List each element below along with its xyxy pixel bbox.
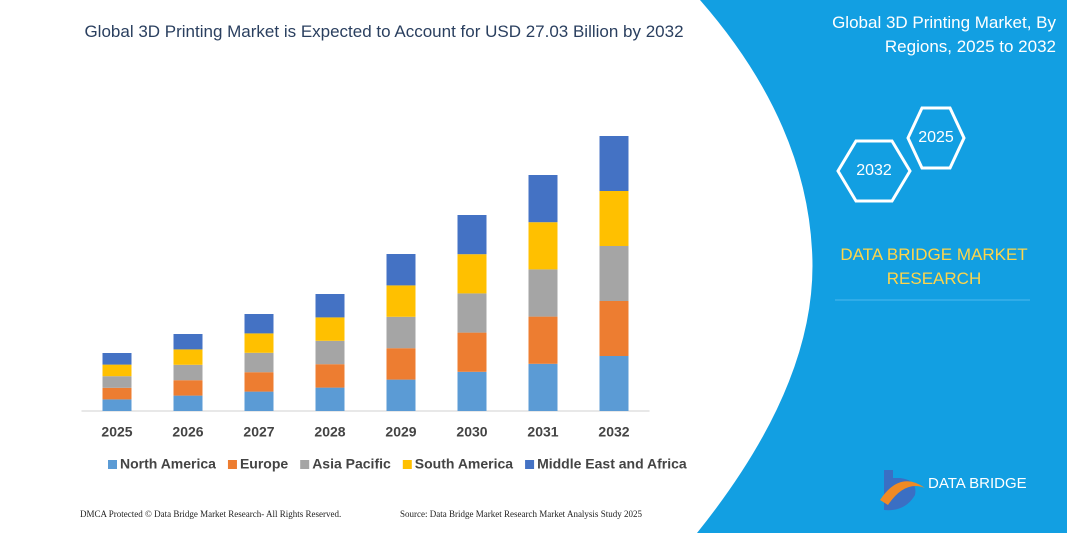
bar-segment [244,314,274,334]
bar-segment [386,348,416,380]
bar-segment [102,399,132,411]
bar-segment [528,363,558,411]
bar-segment [315,340,345,365]
bar-segment [315,317,345,341]
bar-segment [102,376,132,388]
bar-segment [528,316,558,364]
x-tick-label: 2030 [456,424,487,440]
bar-segment [457,293,487,333]
bar-segment [457,371,487,411]
legend-swatch [300,460,310,469]
hex-label: 2032 [856,162,892,179]
x-tick-label: 2025 [101,424,132,440]
hexagon [836,139,912,203]
bar-segment [599,301,629,356]
legend-swatch [227,460,237,469]
hex-label: 2025 [918,129,954,146]
legend-swatch [402,460,412,469]
bar-segment [244,352,274,373]
logo-icon [880,481,925,505]
x-tick-label: 2031 [527,424,558,440]
footer-left: DMCA Protected © Data Bridge Market Rese… [80,509,341,519]
bar-segment [528,175,558,223]
x-tick-label: 2032 [598,424,629,440]
x-tick-label: 2027 [243,424,274,440]
wrapped-text: Global 3D Printing Market is Expected to… [84,22,683,41]
bar-segment [386,254,416,286]
x-tick-label: 2026 [172,424,203,440]
legend-label: North America [120,456,216,472]
legend-label: Middle East and Africa [537,456,687,472]
legend-label: Asia Pacific [312,456,391,472]
bar-segment [102,387,132,400]
bar-segment [386,379,416,411]
bar-segment [457,332,487,372]
bar-segment [173,349,203,365]
side-panel [697,0,1067,533]
brand-text: DATA BRIDGE MARKET RESEARCH [840,245,1027,288]
footer-right: Source: Data Bridge Market Research Mark… [400,509,642,519]
bar-segment [173,395,203,411]
bar-segment [173,364,203,381]
bar-segment [315,387,345,411]
logo-text: DATA BRIDGE [928,475,1027,492]
bar-segment [599,191,629,246]
bar-segment [173,380,203,396]
bar-segment [102,353,132,365]
wrapped-text: Global 3D Printing Market, By Regions, 20… [832,13,1056,56]
bar-segment [315,364,345,388]
legend-swatch [108,460,117,469]
panel-title: Global 3D Printing Market, By Regions, 20… [832,13,1056,56]
bar-segment [315,294,345,318]
bar-segment [244,391,274,411]
legend-label: South America [415,456,513,472]
bar-segment [102,364,132,377]
bar-segment [457,254,487,294]
bar-segment [599,246,629,301]
legend-label: Europe [240,456,288,472]
bar-segment [173,334,203,350]
bar-segment [244,333,274,353]
chart-title: Global 3D Printing Market is Expected to… [84,22,683,41]
x-tick-label: 2029 [385,424,416,440]
x-tick-label: 2028 [314,424,345,440]
bar-segment [457,215,487,255]
bar-segment [599,136,629,191]
wrapped-text: DATA BRIDGE MARKET RESEARCH [840,245,1027,288]
bar-segment [528,269,558,317]
bar-segment [528,222,558,270]
hexagon [906,106,966,170]
bar-segment [244,372,274,392]
bar-segment [599,356,629,411]
legend-swatch [525,460,535,469]
bar-segment [386,285,416,317]
bar-segment [386,316,416,349]
